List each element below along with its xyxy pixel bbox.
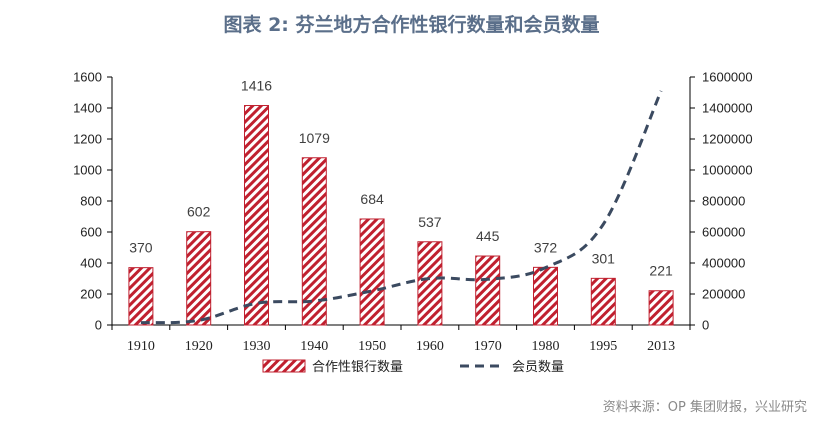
bar-bank-count	[533, 266, 558, 326]
bar-value-label: 370	[129, 240, 153, 256]
y-left-tick-label: 800	[80, 194, 102, 209]
bar-bank-count	[128, 267, 154, 326]
bar-bank-count	[244, 105, 269, 326]
y-left-tick-label: 600	[80, 225, 102, 240]
x-tick-label: 1940	[300, 339, 328, 354]
data-labels: 370 602 1416 1079 684 537 445 372 301 221	[129, 78, 673, 279]
y-right-tick-label: 800000	[702, 194, 745, 209]
legend-label-bar: 合作性银行数量	[312, 360, 403, 375]
y-left-tick-label: 1400	[73, 101, 102, 116]
y-left-tick-label: 0	[95, 318, 102, 333]
legend-swatch-bar	[262, 359, 306, 373]
y-right-tick-label: 1000000	[702, 163, 753, 178]
y-right-tick-label: 1400000	[702, 101, 753, 116]
bar-value-label: 1416	[241, 78, 272, 94]
legend-label-line: 会员数量	[512, 360, 564, 375]
y-right-tick-label: 200000	[702, 287, 745, 302]
x-tick-label: 1960	[416, 339, 444, 354]
x-tick-label: 1980	[532, 339, 560, 354]
y-right-tick-label: 600000	[702, 225, 745, 240]
x-tick-label: 2013	[647, 339, 675, 354]
x-tick-label: 1910	[127, 339, 155, 354]
y-right-tick-label: 400000	[702, 256, 745, 271]
y-right-tick-label: 1600000	[702, 70, 753, 85]
bar-value-label: 602	[187, 204, 211, 220]
y-right-tick-label: 0	[702, 318, 709, 333]
bar-bank-count	[301, 157, 327, 326]
member-line-layer	[140, 90, 663, 325]
bar-bank-count	[648, 290, 674, 326]
x-tick-label: 1930	[243, 339, 271, 354]
x-tick-label: 1950	[358, 339, 386, 354]
bar-bank-count	[417, 241, 443, 326]
axes: 0 200 400 600 800 1000 1200 1400 1600 0 200000 4000…	[73, 70, 753, 355]
bar-value-label: 221	[649, 263, 673, 279]
y-left-tick-label: 1600	[73, 70, 102, 85]
bar-bank-count	[359, 218, 385, 326]
bar-value-label: 684	[360, 191, 384, 207]
bar-bank-count	[186, 231, 212, 326]
bar-bank-count	[590, 277, 616, 326]
bar-value-label: 372	[534, 239, 558, 255]
x-tick-label: 1995	[589, 339, 617, 354]
bar-value-label: 537	[418, 214, 442, 230]
chart-title: 图表 2: 芬兰地方合作性银行数量和会员数量	[223, 14, 600, 36]
legend: 合作性银行数量 会员数量	[262, 359, 564, 375]
y-left-tick-label: 1000	[73, 163, 102, 178]
x-tick-label: 1970	[474, 339, 502, 354]
y-left-tick-label: 200	[80, 287, 102, 302]
y-left-tick-label: 1200	[73, 132, 102, 147]
bar-value-label: 1079	[299, 130, 330, 146]
member-count-line	[140, 90, 663, 325]
bar-value-label: 301	[592, 250, 616, 266]
x-tick-label: 1920	[185, 339, 213, 354]
y-right-tick-label: 1200000	[702, 132, 753, 147]
bar-value-label: 445	[476, 228, 500, 244]
source-note: 资料来源：OP 集团财报，兴业研究	[602, 400, 807, 415]
y-left-tick-label: 400	[80, 256, 102, 271]
bars	[128, 105, 674, 326]
bar-bank-count	[475, 255, 501, 326]
